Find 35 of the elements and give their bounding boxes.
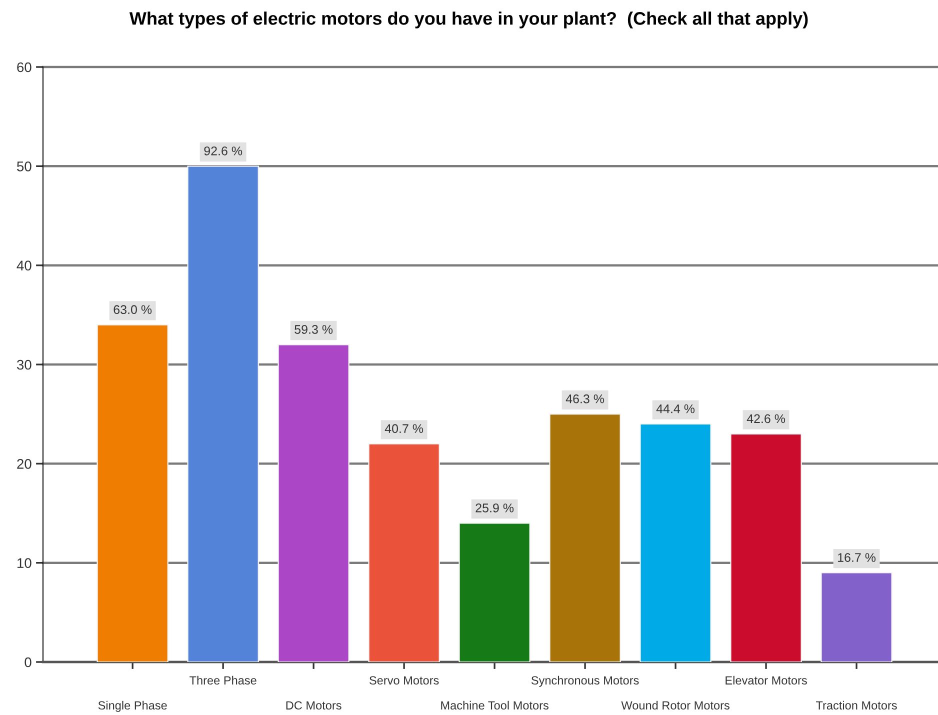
annotation: 40.7 % [384, 424, 424, 434]
y-tick-label: 20 [17, 459, 32, 469]
x-tick-label: DC Motors [286, 701, 342, 710]
bar [458, 522, 530, 662]
bar [368, 443, 440, 662]
x-tick-label: Servo Motors [370, 676, 439, 685]
y-tick-label: 50 [16, 162, 32, 172]
annotation: 16.7 % [838, 553, 876, 562]
y-tick-label: 60 [17, 62, 32, 72]
y-tick-label: 10 [18, 558, 32, 568]
x-tick-label: Traction Motors [816, 700, 897, 710]
chart-title: What types of electric motors do you have in your plant? (Check all that apply) [129, 12, 808, 28]
bar [640, 423, 712, 662]
x-tick-label: Synchronous Motors [531, 676, 639, 687]
x-tick-label: Machine Tool Motors [441, 700, 548, 710]
bar [820, 572, 892, 662]
bar [730, 433, 802, 662]
y-tick-label: 40 [16, 260, 32, 271]
annotation: 25.9 % [476, 504, 514, 512]
y-tick-label: 30 [16, 360, 32, 370]
x-tick-label: Three Phase [190, 676, 256, 685]
annotation: 42.6 % [746, 414, 786, 424]
x-tick-label: Single Phase [98, 700, 167, 712]
annotation: 92.6 % [204, 146, 242, 156]
annotation: 63.0 % [114, 305, 152, 314]
bar [187, 166, 259, 662]
bar [549, 414, 621, 662]
bar [278, 344, 350, 662]
annotation: 46.3 % [566, 394, 604, 404]
y-tick-label: 0 [24, 657, 32, 668]
annotation: 59.3 % [294, 325, 333, 334]
annotation: 44.4 % [656, 404, 695, 414]
bar [96, 324, 168, 662]
x-tick-label: Wound Rotor Motors [621, 700, 730, 710]
x-tick-label: Elevator Motors [726, 676, 807, 685]
